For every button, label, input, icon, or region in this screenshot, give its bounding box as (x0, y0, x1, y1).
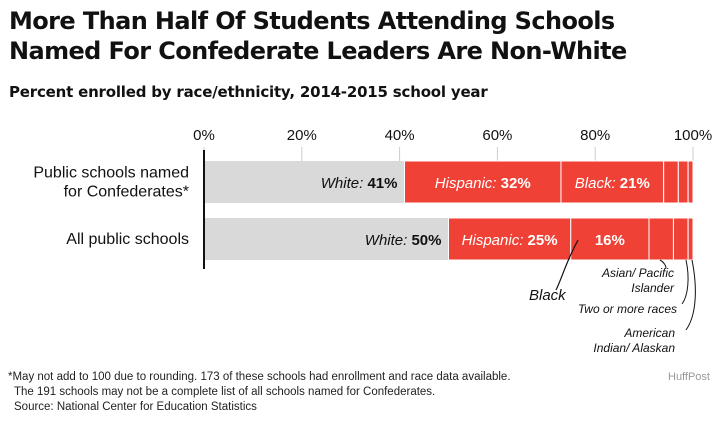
annotation-asian: Islander (631, 281, 675, 295)
x-tick-label: 60% (482, 127, 512, 144)
category-label: Public schools named (33, 165, 189, 182)
bar-segment (677, 160, 689, 204)
footnote: *May not add to 100 due to rounding. 173… (8, 370, 511, 415)
bar-segment (570, 217, 650, 261)
x-tick-label: 20% (287, 127, 317, 144)
bar-segment (687, 160, 694, 204)
annotation-asian: Asian/ Pacific (601, 266, 674, 280)
category-label: for Confederates* (64, 184, 189, 201)
chart-subtitle: Percent enrolled by race/ethnicity, 2014… (9, 83, 488, 101)
data-label: 16% (595, 232, 625, 249)
bar-segment (672, 217, 689, 261)
data-label: Black: 21% (575, 175, 650, 192)
annotation-american-indian: Indian/ Alaskan (593, 341, 675, 355)
chart-title: More Than Half Of Students Attending Sch… (9, 7, 627, 65)
annotation-american-indian: American (623, 326, 675, 340)
annotation-black: Black (529, 287, 567, 304)
leader-line-two-or-more (681, 259, 689, 305)
bar-segment (204, 218, 449, 260)
leader-line-american-indian (685, 259, 696, 331)
annotation-two-or-more: Two or more races (578, 302, 677, 316)
data-label: White: 41% (321, 175, 398, 192)
chart-svg: 0% 20% 40% 60% 80% 100% White: 41% Hispanic: 32… (33, 127, 712, 355)
bar-segment (204, 161, 405, 203)
data-label: White: 50% (365, 232, 442, 249)
footnote-line-2: The 191 schools may not be a complete li… (14, 386, 436, 398)
bar-segment (687, 217, 694, 261)
credit-label: HuffPost (668, 371, 710, 383)
data-label: Hispanic: 32% (435, 175, 531, 192)
category-label: All public schools (66, 231, 189, 248)
footnote-line-1: *May not add to 100 due to rounding. 173… (8, 371, 511, 383)
footnote-source: Source: National Center for Education St… (14, 401, 257, 413)
data-label: Hispanic: 25% (462, 232, 558, 249)
x-tick-label: 0% (193, 127, 215, 144)
bar-segment (448, 217, 572, 261)
x-tick-label: 40% (385, 127, 415, 144)
x-tick-label: 80% (580, 127, 610, 144)
leader-line-asian (659, 259, 667, 269)
leader-line-black (555, 239, 579, 291)
bar-segment (648, 217, 674, 261)
x-tick-label: 100% (674, 127, 712, 144)
bar-segment (663, 160, 679, 204)
